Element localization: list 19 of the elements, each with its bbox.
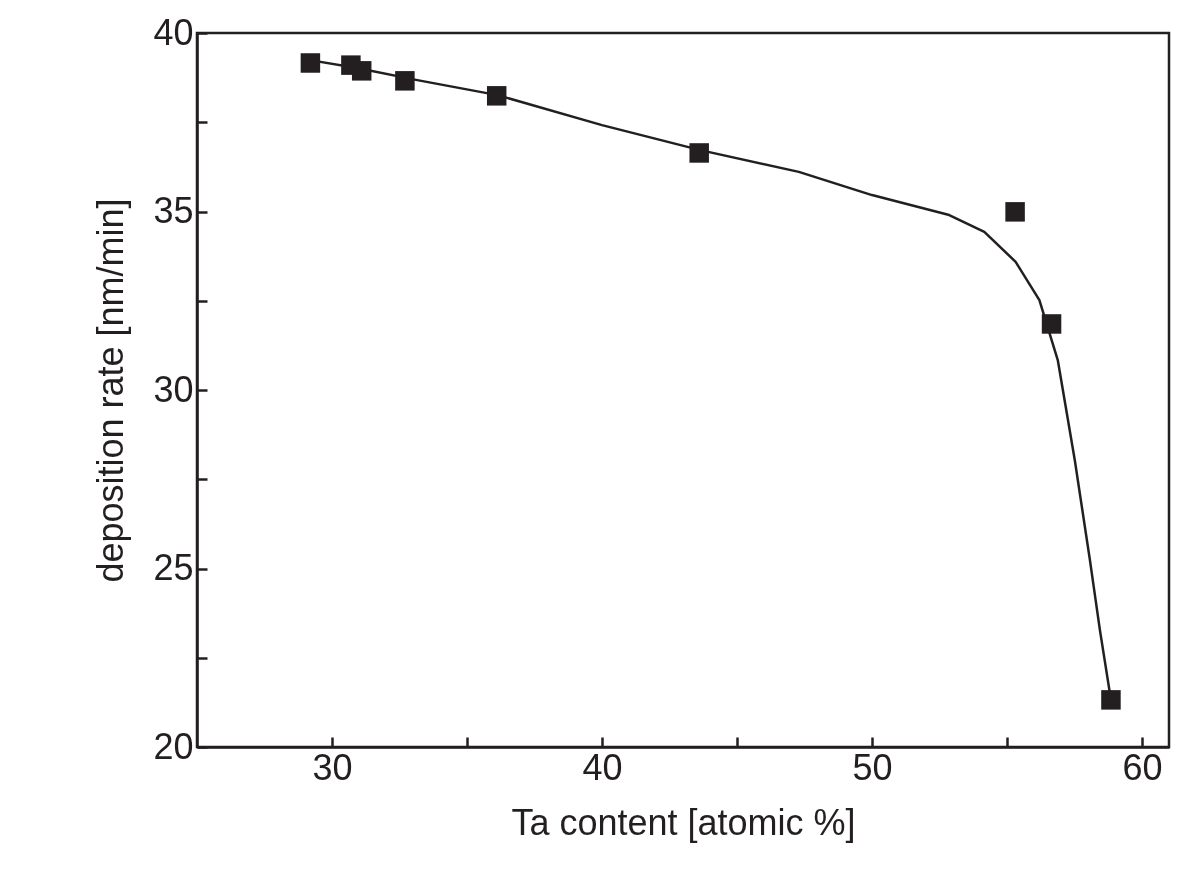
point — [351, 61, 372, 81]
point — [1005, 202, 1025, 222]
y-tick-label: 20 — [153, 725, 194, 767]
y-tick-label: 40 — [153, 11, 194, 53]
x-tick-label: 50 — [852, 746, 893, 788]
x-tick-label: 30 — [312, 746, 353, 788]
x-axis-title: Ta content [atomic %] — [511, 801, 856, 843]
point — [300, 53, 321, 73]
y-tick-label: 35 — [153, 190, 194, 231]
y-tick-label: 25 — [153, 547, 194, 588]
point — [1101, 690, 1121, 710]
y-axis-title: deposition rate [nm/min] — [90, 198, 132, 583]
x-tick-label: 60 — [1122, 746, 1163, 788]
point — [395, 71, 415, 91]
y-tick-label: 30 — [153, 368, 194, 410]
point — [689, 143, 709, 163]
x-tick-label: 40 — [582, 746, 623, 788]
point — [1041, 314, 1062, 334]
point — [486, 86, 507, 106]
